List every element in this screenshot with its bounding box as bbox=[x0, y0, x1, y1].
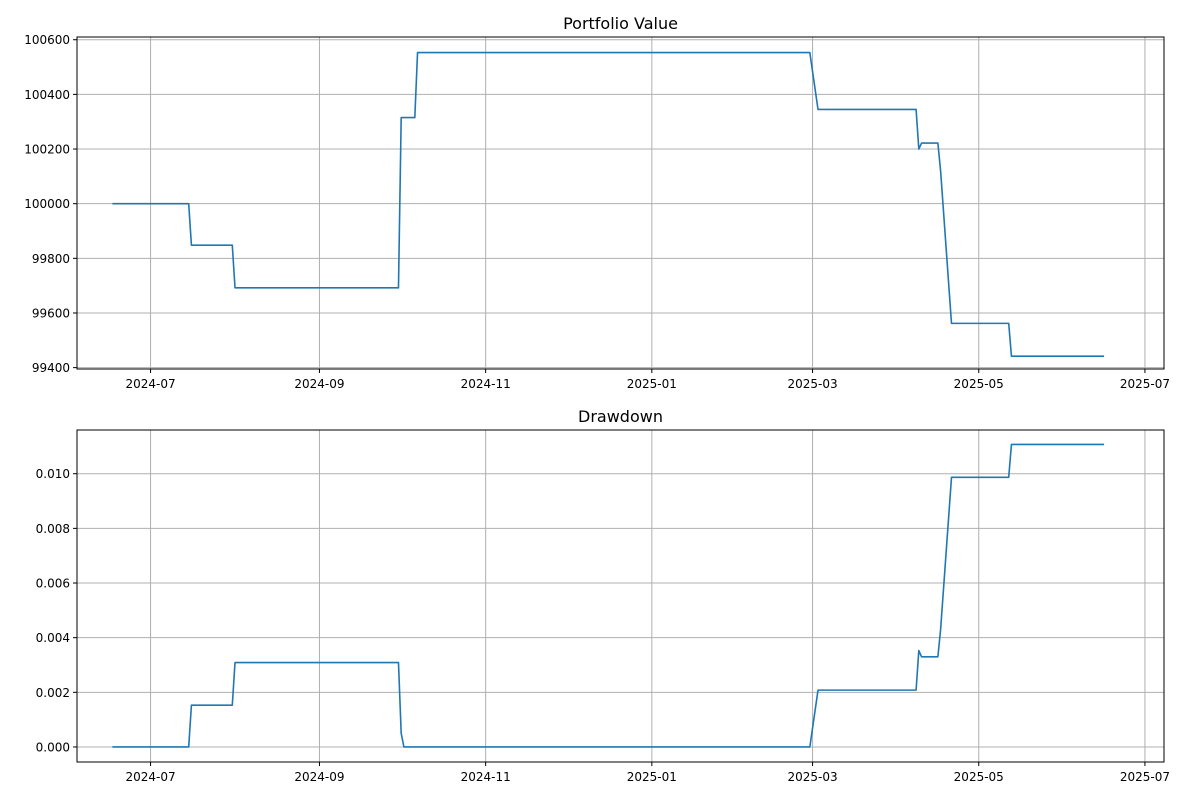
y-tick-label: 0.004 bbox=[36, 631, 70, 645]
x-tick-label: 2025-05 bbox=[954, 770, 1004, 784]
x-tick-label: 2025-03 bbox=[787, 770, 837, 784]
drawdown-grid bbox=[77, 430, 1164, 762]
portfolio-value-plot-frame bbox=[76, 36, 1165, 370]
y-tick-label: 0.002 bbox=[36, 686, 70, 700]
x-tick-label: 2024-11 bbox=[461, 377, 511, 391]
y-tick-label: 99600 bbox=[32, 306, 70, 320]
x-tick-label: 2025-07 bbox=[1120, 377, 1170, 391]
drawdown-chart: Drawdown 2024-07 2024-09 2024-11 2025-01 202… bbox=[36, 407, 1170, 784]
x-tick-label: 2024-07 bbox=[125, 377, 175, 391]
drawdown-ticks: 2024-07 2024-09 2024-11 2025-01 2025-03 2025-… bbox=[36, 467, 1170, 784]
x-tick-label: 2025-05 bbox=[954, 377, 1004, 391]
portfolio-value-chart: Portfolio Value 2024-07 2024-09 2024-11 202… bbox=[24, 14, 1170, 391]
y-tick-label: 99800 bbox=[32, 252, 70, 266]
x-tick-label: 2025-01 bbox=[627, 377, 677, 391]
portfolio-value-ticks: 2024-07 2024-09 2024-11 2025-01 2025-03 2025-… bbox=[24, 33, 1170, 391]
y-tick-label: 99400 bbox=[32, 361, 70, 375]
x-tick-label: 2025-07 bbox=[1120, 770, 1170, 784]
x-tick-label: 2025-01 bbox=[627, 770, 677, 784]
y-tick-label: 100600 bbox=[24, 33, 70, 47]
y-tick-label: 0.000 bbox=[36, 740, 70, 754]
y-tick-label: 0.010 bbox=[36, 467, 70, 481]
x-tick-label: 2024-11 bbox=[461, 770, 511, 784]
y-tick-label: 100200 bbox=[24, 143, 70, 157]
portfolio-value-series-line bbox=[112, 51, 1105, 357]
x-tick-label: 2025-03 bbox=[787, 377, 837, 391]
drawdown-title: Drawdown bbox=[578, 407, 663, 426]
portfolio-value-title: Portfolio Value bbox=[563, 14, 678, 33]
y-tick-label: 100400 bbox=[24, 88, 70, 102]
y-tick-label: 0.008 bbox=[36, 522, 70, 536]
y-tick-label: 0.006 bbox=[36, 577, 70, 591]
y-tick-label: 100000 bbox=[24, 197, 70, 211]
drawdown-series-line bbox=[112, 443, 1105, 748]
drawdown-plot-frame bbox=[76, 429, 1165, 763]
x-tick-label: 2024-07 bbox=[125, 770, 175, 784]
x-tick-label: 2024-09 bbox=[294, 377, 344, 391]
portfolio-value-grid bbox=[77, 37, 1164, 369]
x-tick-label: 2024-09 bbox=[294, 770, 344, 784]
